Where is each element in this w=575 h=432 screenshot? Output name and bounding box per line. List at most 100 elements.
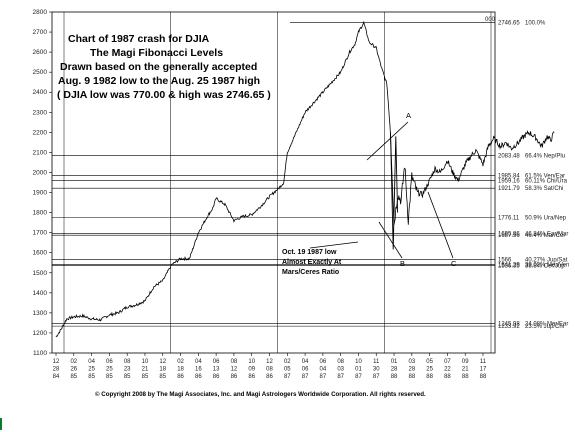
x-tick-label: 21 (142, 367, 149, 373)
year-dividers (63, 12, 492, 353)
x-tick-label: 02 (70, 359, 77, 365)
x-tick-label: 86 (248, 374, 255, 380)
x-tick-label: 28 (53, 367, 60, 373)
price-series (55, 20, 555, 338)
x-tick-label: 25 (426, 367, 433, 373)
x-tick-label: 87 (355, 374, 362, 380)
y-tick-label: 2500 (33, 69, 48, 76)
x-tick-label: 12 (231, 367, 238, 373)
x-tick-label: 86 (231, 374, 238, 380)
level-label: 100.0% (525, 21, 546, 27)
x-tick-label: 10 (355, 359, 362, 365)
x-tick-label: 25 (106, 367, 113, 373)
x-tick-label: 86 (266, 374, 273, 380)
wave-labels: A B C (366, 111, 457, 268)
x-tick-label: 04 (302, 359, 309, 365)
x-tick-label: 21 (462, 367, 469, 373)
x-tick-label: 09 (462, 359, 469, 365)
level-value: 1536.35 (498, 263, 520, 269)
y-tick-label: 2600 (33, 49, 48, 56)
level-lines (52, 22, 495, 327)
y-tick-label: 1100 (33, 350, 47, 357)
x-tick-label: 04 (88, 359, 95, 365)
y-tick-label: 1700 (33, 230, 48, 237)
x-tick-label: 10 (142, 359, 149, 365)
x-axis: 1228840226850425850625850823851021851218… (53, 353, 487, 380)
x-tick-label: 09 (248, 367, 255, 373)
x-tick-label: 08 (231, 359, 238, 365)
x-tick-label: 11 (480, 359, 487, 365)
x-tick-label: 25 (88, 367, 95, 373)
level-label: 23.5% Jup/Chi (525, 324, 564, 330)
x-tick-label: 05 (426, 359, 433, 365)
x-tick-label: 87 (320, 374, 327, 380)
x-tick-label: 08 (266, 367, 273, 373)
y-axis: 1100 1200 1300 1400 1500 1600 1700 1800 1900 2000… (33, 9, 52, 357)
x-tick-label: 06 (106, 359, 113, 365)
x-tick-label: 04 (195, 359, 202, 365)
y-tick-label: 2000 (33, 169, 48, 176)
x-tick-label: 11 (373, 359, 380, 365)
x-tick-label: 03 (337, 367, 344, 373)
y-tick-label: 1500 (33, 270, 48, 277)
x-tick-label: 86 (177, 374, 184, 380)
level-label: 58.3% Sat/Chi (525, 186, 563, 192)
x-tick-label: 87 (284, 374, 291, 380)
x-tick-label: 22 (444, 367, 451, 373)
level-label: 61.5% Ven/Ear (525, 173, 565, 179)
copyright: © Copyright 2008 by The Magi Associates,… (95, 391, 426, 398)
level-value: 1959.16 (498, 179, 520, 185)
x-tick-label: 16 (195, 367, 202, 373)
title-line-2: The Magi Fibonacci Levels (90, 47, 223, 59)
crash-annotation: Oct. 19 1987 low Almost Exactly At Mars/… (282, 241, 359, 276)
plot-frame (51, 11, 496, 354)
x-tick-label: 30 (373, 367, 380, 373)
level-value: 1233.92 (498, 324, 520, 330)
y-tick-label: 1800 (33, 210, 48, 217)
level-value: 1541.29 (498, 262, 520, 268)
level-value: 1985.84 (498, 173, 520, 179)
y-tick-label: 1200 (33, 330, 48, 337)
x-tick-label: 88 (444, 374, 451, 380)
pointer-a (366, 121, 409, 161)
title-line-5: ( DJIA low was 770.00 & high was 2746.65… (57, 89, 271, 101)
level-value: 1245.98 (498, 322, 520, 328)
y-tick-label: 2200 (33, 129, 48, 136)
low-note-pointer (309, 241, 359, 249)
x-tick-label: 12 (53, 359, 60, 365)
x-tick-label: 06 (320, 359, 327, 365)
y-tick-label: 1600 (33, 250, 48, 257)
x-tick-label: 08 (337, 359, 344, 365)
title-line-4: Aug. 9 1982 low to the Aug. 25 1987 high (58, 75, 260, 87)
level-label: 24.08% Mer/Ear (525, 322, 568, 328)
x-tick-label: 03 (408, 359, 415, 365)
x-tick-label: 05 (284, 367, 291, 373)
x-tick-label: 12 (159, 359, 166, 365)
x-tick-label: 10 (248, 359, 255, 365)
x-tick-label: 17 (480, 367, 487, 373)
label-b: B (400, 259, 405, 268)
x-tick-label: 12 (266, 359, 273, 365)
x-tick-label: 07 (444, 359, 451, 365)
y-tick-label: 1400 (33, 290, 48, 297)
y-tick-label: 1900 (33, 190, 48, 197)
pointer-b (378, 221, 403, 259)
x-tick-label: 18 (177, 367, 184, 373)
level-label: 46.84% Ear/Mar (525, 231, 568, 237)
level-label: 38.8% Cer/Jup (525, 263, 565, 269)
x-tick-label: 18 (159, 367, 166, 373)
x-tick-label: 85 (124, 374, 131, 380)
y-tick-label: 2100 (33, 149, 48, 156)
x-tick-label: 86 (213, 374, 220, 380)
level-label: 66.4% Nep/Plu (525, 154, 565, 160)
label-c: C (451, 259, 457, 268)
x-tick-label: 28 (391, 367, 398, 373)
level-value: 1687.56 (498, 233, 520, 239)
level-label: 39.02% Mer/Ven (525, 262, 569, 268)
x-tick-label: 87 (373, 374, 380, 380)
x-tick-label: 88 (426, 374, 433, 380)
x-tick-label: 28 (408, 367, 415, 373)
low-note-line-1: Oct. 19 1987 low (282, 249, 337, 256)
level-value: 1921.79 (498, 186, 520, 192)
